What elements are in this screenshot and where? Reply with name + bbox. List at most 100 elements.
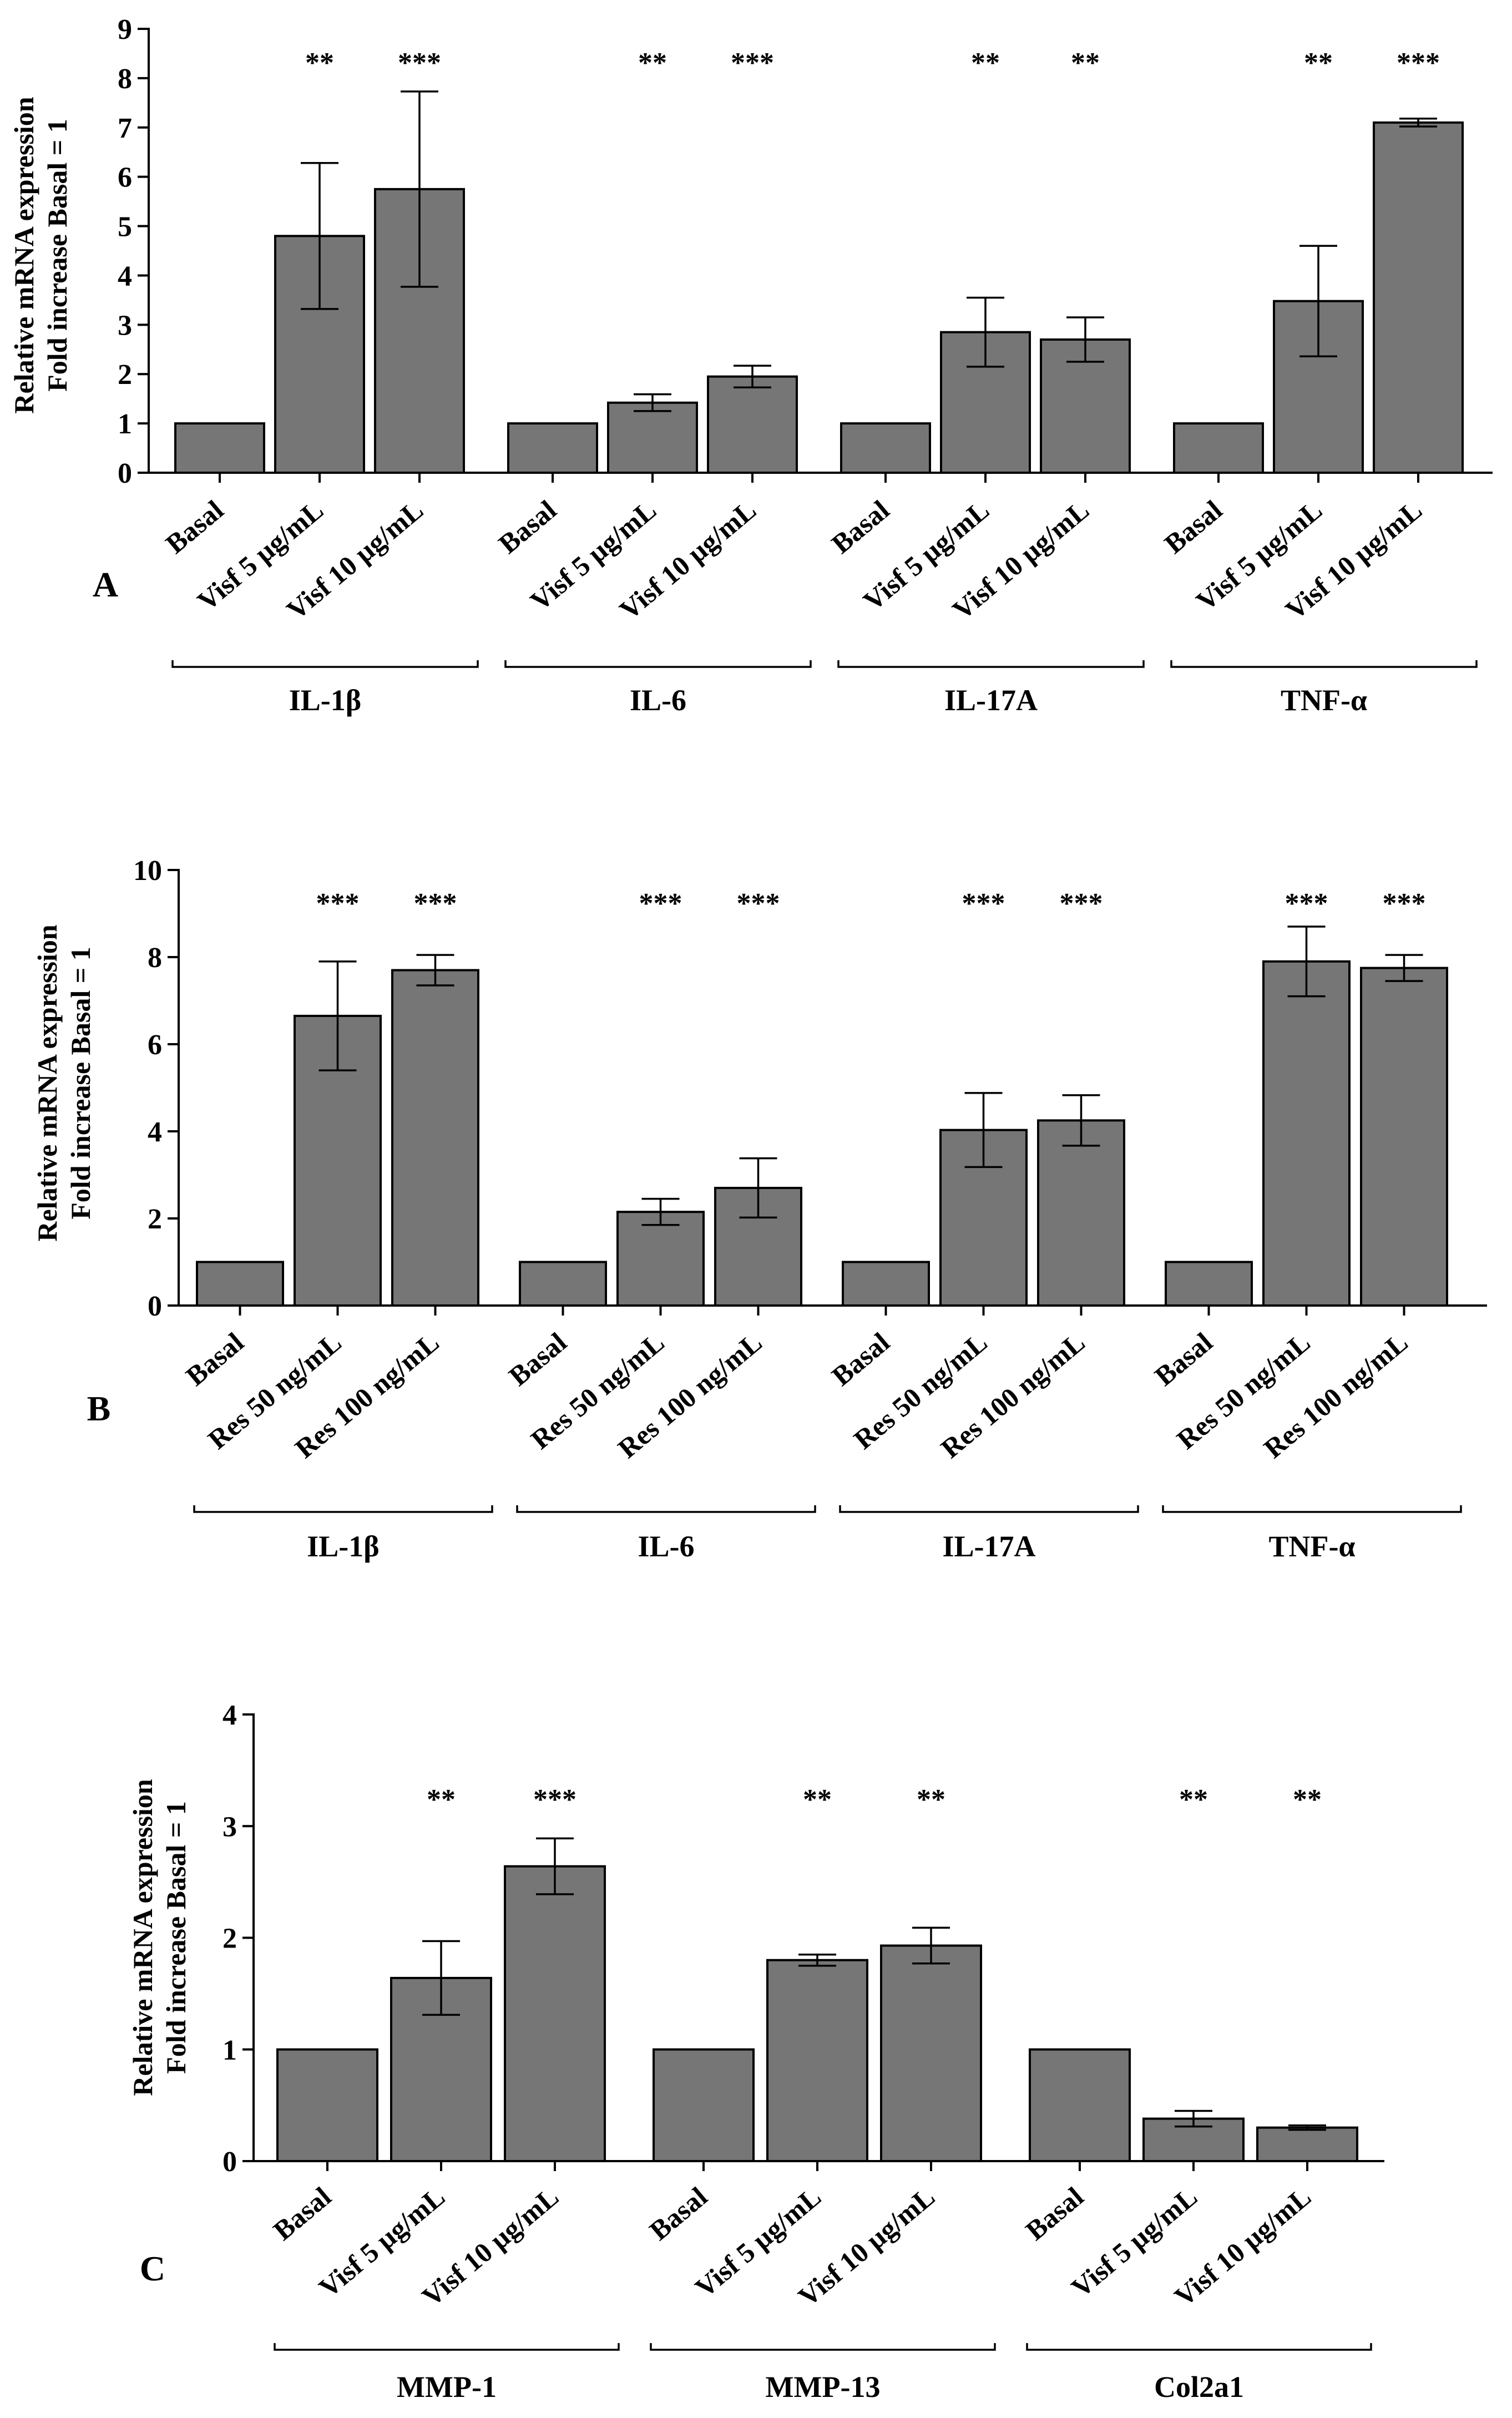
panel-a-group-label-il-17a: IL-17A: [944, 684, 1038, 717]
panel-b-x-tick-label: Basal: [180, 1326, 249, 1392]
panel-a-bar-tnf-visf-10-g-ml: [1373, 121, 1464, 474]
panel-a-x-tick-label: Basal: [493, 494, 562, 559]
panel-a-group-bracket: [837, 660, 1145, 668]
panel-b-group-label-il-17a: IL-17A: [942, 1530, 1035, 1563]
panel-b-x-tick-label: Basal: [1149, 1326, 1218, 1392]
panel-c-significance-marker: **: [427, 1784, 456, 1815]
panel-b-y-tick-label: 10: [133, 855, 162, 887]
panel-c-x-tick-label: Basal: [644, 2181, 713, 2246]
panel-a-y-tick-label: 4: [118, 260, 132, 292]
panel-a-panel-letter: A: [93, 565, 118, 604]
panel-a: 0 1 2 3 4 5 6 7 8 9 Relative mRNA expression Fold i…: [8, 14, 1493, 717]
panel-a-y-tick-label: 2: [118, 359, 132, 391]
panel-c-bar-mmp-13-visf-10-g-ml: [880, 1944, 982, 2162]
panel-b-bar-tnf-basal: [1165, 1261, 1253, 1307]
panel-c-significance-marker: **: [917, 1784, 945, 1815]
panel-a-y-tick-label: 3: [118, 310, 132, 341]
panel-b-y-tick-label: 8: [148, 942, 162, 974]
panel-b-y-tick-label: 6: [148, 1029, 162, 1061]
panel-b-x-tick-label: Basal: [503, 1326, 572, 1392]
panel-a-significance-marker: **: [305, 47, 334, 79]
panel-c: 0 1 2 3 4 Relative mRNA expression Fold increa…: [127, 1699, 1384, 2404]
panel-b-group-bracket: [1162, 1505, 1462, 1513]
panel-a-x-tick-label: Basal: [826, 494, 895, 559]
panel-b-y-axis-label-line2: Fold increase Basal = 1: [65, 947, 96, 1219]
panel-b-significance-marker: ***: [1060, 888, 1103, 919]
panel-c-y-axis-label-line1: Relative mRNA expression: [127, 1779, 158, 2096]
panel-a-significance-marker: **: [1304, 47, 1333, 79]
panel-a-bar-il-17a-basal: [840, 422, 931, 474]
panel-b-significance-marker: ***: [1383, 888, 1426, 919]
panel-a-y-tick-label: 8: [118, 63, 132, 95]
panel-a-bar-il-1-visf-5-g-ml: [274, 235, 365, 474]
panel-a-bar-il-1-basal: [174, 422, 265, 474]
panel-c-y-tick-label: 0: [222, 2146, 237, 2178]
panel-b-group-bracket: [193, 1505, 493, 1513]
panel-a-significance-marker: **: [1071, 47, 1100, 79]
panel-b-y-tick-label: 2: [148, 1203, 162, 1235]
panel-a-significance-marker: **: [638, 47, 667, 79]
panel-b-bar-il-17a-basal: [842, 1261, 930, 1307]
panel-c-group-bracket: [1026, 2343, 1372, 2351]
panel-a-bar-il-6-basal: [507, 422, 598, 474]
panel-c-y-tick-label: 2: [222, 1923, 237, 1955]
panel-b-group-label-il-6: IL-6: [638, 1530, 694, 1563]
panel-b-y-tick-label: 4: [148, 1116, 162, 1148]
panel-b-group-label-tnf: TNF-α: [1268, 1530, 1355, 1563]
panel-c-bar-mmp-13-visf-5-g-ml: [766, 1959, 868, 2162]
panel-c-significance-marker: ***: [533, 1784, 577, 1815]
panel-c-group-bracket: [274, 2343, 620, 2351]
panel-c-y-axis-label: Relative mRNA expression Fold increase Ba…: [127, 1779, 191, 2096]
panel-a-group-label-il-6: IL-6: [630, 684, 686, 717]
panel-b-significance-marker: ***: [737, 888, 780, 919]
panel-a-y-axis-label-line2: Fold increase Basal = 1: [42, 119, 73, 391]
panel-a-group-label-il-1: IL-1β: [289, 684, 361, 717]
panel-a-significance-marker: **: [971, 47, 1000, 79]
panel-c-x-tick-label: Basal: [1020, 2181, 1089, 2246]
panel-a-y-axis-label-line1: Relative mRNA expression: [8, 97, 39, 413]
panel-a-y-tick-label: 0: [118, 458, 132, 489]
panel-c-bar-mmp-1-basal: [276, 2048, 378, 2162]
panel-a-y-tick-label: 1: [118, 408, 132, 440]
panel-b-group-bracket: [839, 1505, 1139, 1513]
panel-c-bar-mmp-13-basal: [653, 2048, 755, 2162]
panel-b-x-tick-label: Basal: [826, 1326, 895, 1392]
panel-b-significance-marker: ***: [316, 888, 360, 919]
panel-c-significance-marker: **: [1179, 1784, 1208, 1815]
panel-c-group-bracket: [650, 2343, 996, 2351]
panel-a-bar-tnf-basal: [1173, 422, 1264, 474]
panel-c-y-tick-label: 4: [222, 1699, 237, 1731]
panel-c-panel-letter: C: [140, 2249, 165, 2288]
panel-b-bar-il-1-basal: [196, 1261, 284, 1307]
panel-b-significance-marker: ***: [962, 888, 1005, 919]
panel-a-group-bracket: [171, 660, 479, 668]
panel-c-y-axis-label-line2: Fold increase Basal = 1: [160, 1801, 191, 2073]
panel-c-y-tick-label: 1: [222, 2035, 237, 2066]
panel-a-y-tick-label: 6: [118, 162, 132, 194]
panel-a-group-bracket: [1170, 660, 1478, 668]
panel-c-group-label-mmp-13: MMP-13: [766, 2370, 881, 2404]
panel-a-y-tick-label: 7: [118, 113, 132, 144]
panel-b-bar-tnf-res-100-ng-ml: [1360, 967, 1448, 1307]
panel-b-y-axis-label: Relative mRNA expression Fold increase Ba…: [32, 924, 96, 1241]
panel-a-y-tick-label: 9: [118, 14, 132, 45]
panel-c-bar-col2a1-basal: [1029, 2048, 1131, 2162]
panel-b-group-label-il-1: IL-1β: [307, 1530, 379, 1563]
panel-b-bar-il-6-res-50-ng-ml: [616, 1211, 705, 1307]
panel-b-bar-tnf-res-50-ng-ml: [1262, 960, 1351, 1307]
panel-a-y-axis-label: Relative mRNA expression Fold increase Ba…: [8, 97, 73, 413]
panel-a-x-tick-label: Basal: [1159, 494, 1228, 559]
panel-b: 0 2 4 6 8 10 Relative mRNA expression Fold incr…: [32, 855, 1487, 1563]
panel-b-y-axis-label-line1: Relative mRNA expression: [32, 924, 63, 1241]
panel-b-bar-il-17a-res-100-ng-ml: [1037, 1119, 1125, 1307]
panel-b-bar-il-1-res-100-ng-ml: [391, 969, 479, 1307]
panel-c-group-label-mmp-1: MMP-1: [397, 2370, 497, 2404]
panel-b-y-tick-label: 0: [148, 1291, 162, 1322]
panel-c-significance-marker: **: [1293, 1784, 1322, 1815]
panel-a-bar-il-6-visf-5-g-ml: [607, 401, 698, 474]
panel-a-x-tick-label: Basal: [160, 494, 229, 559]
panel-c-bar-mmp-1-visf-10-g-ml: [504, 1865, 606, 2162]
panel-b-panel-letter: B: [87, 1389, 111, 1428]
panel-b-significance-marker: ***: [1285, 888, 1328, 919]
